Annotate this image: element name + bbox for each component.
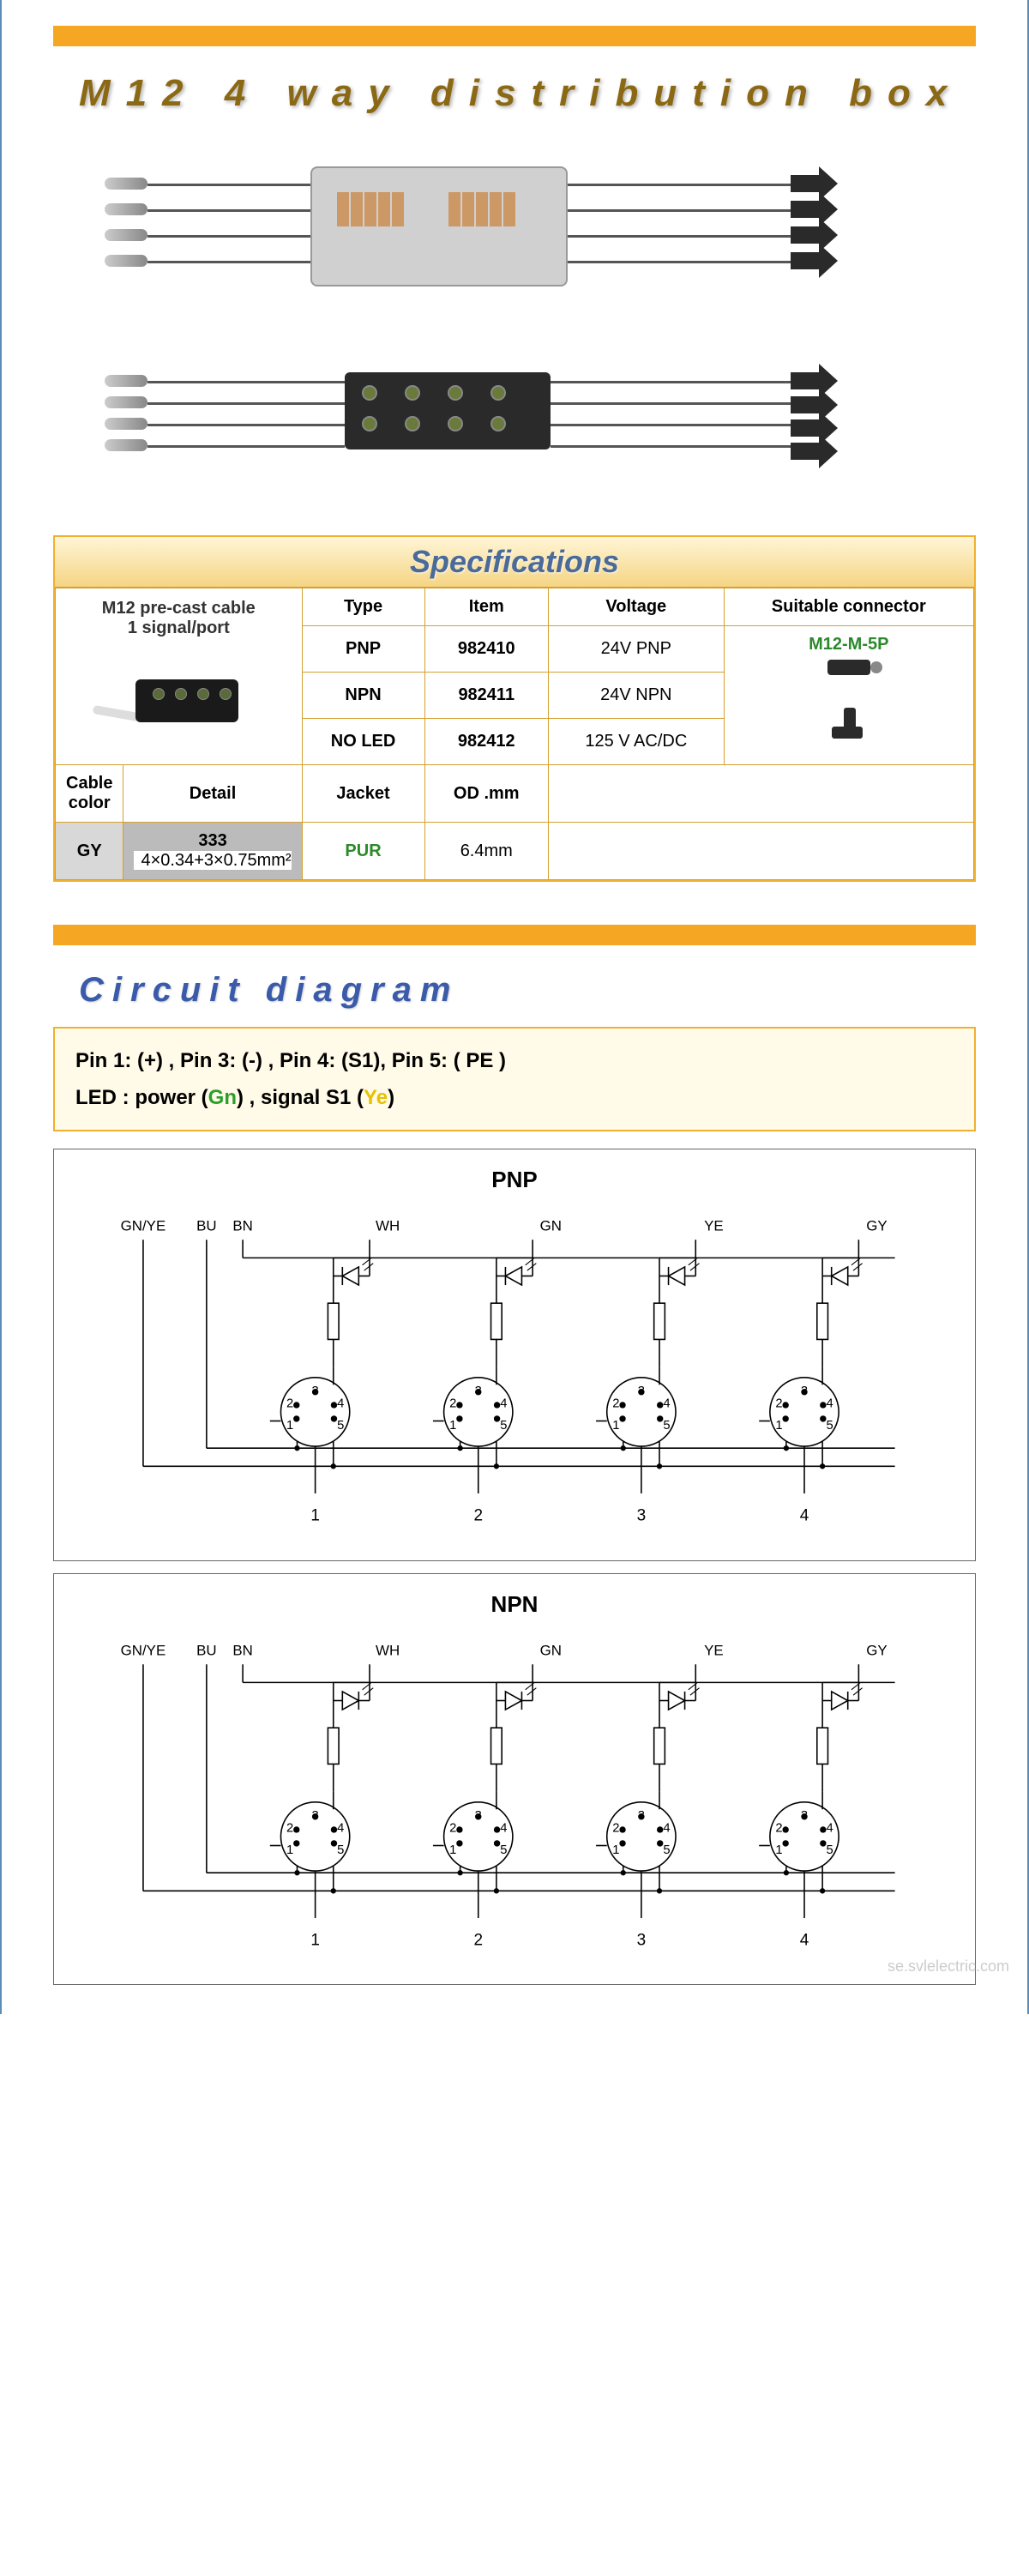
col-connector: Suitable connector: [724, 588, 973, 626]
svg-text:2: 2: [449, 1821, 456, 1835]
svg-text:GY: GY: [866, 1642, 887, 1658]
svg-text:5: 5: [663, 1419, 670, 1433]
mid-orange-bar: [53, 925, 976, 945]
svg-text:2: 2: [449, 1397, 456, 1411]
svg-text:1: 1: [286, 1843, 293, 1857]
pin-row: Pin 1: (+) , Pin 3: (-) , Pin 4: (S1), P…: [75, 1042, 954, 1079]
spec-title: Specifications: [55, 537, 974, 588]
svg-text:3: 3: [475, 1808, 482, 1822]
col-od: OD .mm: [424, 765, 549, 823]
svg-text:GN/YE: GN/YE: [121, 1642, 166, 1658]
svg-text:2: 2: [612, 1397, 619, 1411]
svg-text:2: 2: [775, 1397, 782, 1411]
col-type: Type: [302, 588, 424, 626]
svg-text:3: 3: [637, 1931, 647, 1949]
dist-box-open: [87, 149, 942, 304]
svg-text:BU: BU: [196, 1218, 216, 1234]
svg-text:1: 1: [310, 1507, 320, 1525]
svg-text:3: 3: [638, 1385, 645, 1398]
svg-text:5: 5: [500, 1843, 507, 1857]
svg-text:1: 1: [775, 1419, 782, 1433]
svg-text:1: 1: [612, 1419, 619, 1433]
svg-text:4: 4: [663, 1821, 670, 1835]
col-voltage: Voltage: [549, 588, 725, 626]
connector-link[interactable]: M12-M-5P: [735, 635, 963, 655]
svg-text:GY: GY: [866, 1218, 887, 1234]
svg-text:2: 2: [286, 1397, 293, 1411]
pnp-diagram: GN/YE BU BN WH GN YE GY 1 2 3 4 5 1 2 3 4 5 1 2 3 4 5 1…: [80, 1204, 949, 1529]
col-jacket: Jacket: [302, 765, 424, 823]
precast-image: [101, 645, 256, 748]
precast-cell: M12 pre-cast cable 1 signal/port: [56, 588, 303, 765]
pnp-circuit-box: PNP GN/YE BU BN WH GN YE GY 1 2 3 4 5 1 2 3 4 5 1 2…: [53, 1149, 976, 1560]
npn-diagram: GN/YE BU BN WH GN YE GY 1 2 3 4 5 1 2 3 4 5 1 2 3 4 5 1…: [80, 1628, 949, 1954]
svg-text:4: 4: [337, 1821, 344, 1835]
led-row: LED : power (Gn) , signal S1 (Ye): [75, 1079, 954, 1116]
connector-cell: M12-M-5P: [724, 626, 973, 765]
svg-text:1: 1: [449, 1419, 456, 1433]
svg-text:YE: YE: [704, 1642, 724, 1658]
svg-text:1: 1: [310, 1931, 320, 1949]
svg-text:1: 1: [775, 1843, 782, 1857]
page-title: M12 4 way distribution box: [79, 72, 976, 115]
svg-text:5: 5: [663, 1843, 670, 1857]
svg-text:WH: WH: [376, 1642, 400, 1658]
specifications-panel: Specifications M12 pre-cast cable 1 sign…: [53, 535, 976, 882]
svg-text:4: 4: [663, 1397, 670, 1411]
svg-text:2: 2: [612, 1821, 619, 1835]
svg-text:3: 3: [475, 1385, 482, 1398]
top-orange-bar: [53, 26, 976, 46]
col-detail: Detail: [123, 765, 302, 823]
connector-angle-icon: [815, 708, 883, 751]
svg-text:WH: WH: [376, 1218, 400, 1234]
svg-text:5: 5: [337, 1419, 344, 1433]
watermark: se.svlelectric.com: [888, 1958, 1009, 1976]
svg-text:2: 2: [473, 1507, 483, 1525]
svg-text:3: 3: [801, 1808, 808, 1822]
svg-text:GN: GN: [540, 1218, 562, 1234]
svg-text:4: 4: [800, 1507, 809, 1525]
svg-text:5: 5: [826, 1419, 833, 1433]
svg-text:BN: BN: [232, 1642, 252, 1658]
npn-circuit-box: NPN GN/YE BU BN WH GN YE GY 1 2 3 4 5 1 2 3 4 5 1 2…: [53, 1573, 976, 1985]
svg-text:3: 3: [312, 1385, 319, 1398]
svg-text:GN/YE: GN/YE: [121, 1218, 166, 1234]
svg-text:4: 4: [337, 1397, 344, 1411]
svg-text:2: 2: [286, 1821, 293, 1835]
svg-text:4: 4: [826, 1397, 833, 1411]
circuit-section-title: Circuit diagram: [79, 971, 976, 1010]
svg-text:1: 1: [286, 1419, 293, 1433]
svg-text:4: 4: [500, 1397, 507, 1411]
svg-text:3: 3: [801, 1385, 808, 1398]
svg-text:5: 5: [500, 1419, 507, 1433]
svg-text:4: 4: [500, 1821, 507, 1835]
svg-text:2: 2: [775, 1821, 782, 1835]
table-row: GY 333 4×0.34+3×0.75mm² PUR 6.4mm: [56, 823, 974, 880]
svg-text:5: 5: [337, 1843, 344, 1857]
svg-text:2: 2: [473, 1931, 483, 1949]
pnp-title: PNP: [80, 1167, 949, 1193]
svg-text:GN: GN: [540, 1642, 562, 1658]
svg-text:4: 4: [800, 1931, 809, 1949]
svg-text:1: 1: [612, 1843, 619, 1857]
pin-legend-box: Pin 1: (+) , Pin 3: (-) , Pin 4: (S1), P…: [53, 1027, 976, 1131]
dist-box-closed: [87, 338, 942, 492]
spec-table: M12 pre-cast cable 1 signal/port Type It…: [55, 588, 974, 880]
svg-text:1: 1: [449, 1843, 456, 1857]
col-cable-color: Cable color: [56, 765, 123, 823]
svg-text:3: 3: [637, 1507, 647, 1525]
svg-text:3: 3: [638, 1808, 645, 1822]
svg-text:BN: BN: [232, 1218, 252, 1234]
product-illustration: [87, 149, 942, 492]
svg-text:3: 3: [312, 1808, 319, 1822]
connector-straight-icon: [815, 660, 883, 703]
svg-text:4: 4: [826, 1821, 833, 1835]
svg-text:BU: BU: [196, 1642, 216, 1658]
svg-text:5: 5: [826, 1843, 833, 1857]
svg-text:YE: YE: [704, 1218, 724, 1234]
npn-title: NPN: [80, 1591, 949, 1618]
col-item: Item: [424, 588, 549, 626]
